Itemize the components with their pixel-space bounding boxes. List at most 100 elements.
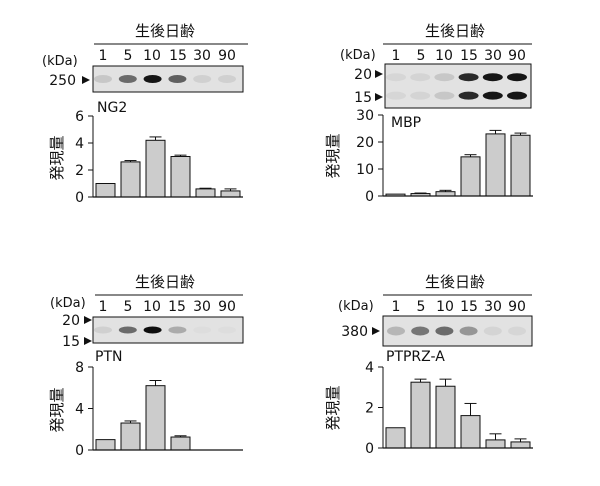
blot-band bbox=[143, 326, 162, 334]
bar bbox=[120, 161, 141, 198]
y-tick-label: 4 bbox=[75, 402, 84, 418]
bar bbox=[220, 190, 241, 198]
kda-label: (kDa) bbox=[340, 48, 376, 63]
blot-band bbox=[410, 73, 431, 82]
y-tick-label: 2 bbox=[75, 163, 84, 179]
bar bbox=[485, 133, 506, 197]
lane-label: 5 bbox=[417, 48, 426, 64]
y-tick-label: 6 bbox=[75, 109, 84, 125]
y-axis-label: 発現量 bbox=[324, 133, 342, 178]
bar bbox=[485, 439, 506, 449]
kda-label: (kDa) bbox=[42, 54, 78, 69]
y-axis-label: 発現量 bbox=[48, 387, 66, 432]
y-tick-label: 8 bbox=[75, 360, 84, 376]
lane-label: 10 bbox=[143, 48, 161, 64]
bar bbox=[435, 191, 456, 197]
y-tick-label: 20 bbox=[356, 135, 374, 151]
blot-band bbox=[508, 326, 526, 336]
bar bbox=[510, 441, 531, 449]
blot-membrane bbox=[382, 315, 533, 347]
blot-band bbox=[483, 326, 502, 336]
lane-label: 1 bbox=[99, 48, 108, 64]
y-tick-label: 2 bbox=[365, 401, 374, 417]
mw-marker-arrow bbox=[84, 337, 92, 345]
blot-band bbox=[193, 75, 212, 83]
kda-label: (kDa) bbox=[338, 299, 374, 314]
panel-ptn: 生後日齢 (kDa) 1 5 10 15 30 90 20 15 PTN 発現量… bbox=[48, 273, 244, 459]
y-tick-label: 4 bbox=[75, 136, 84, 152]
mw-marker-arrow bbox=[82, 76, 90, 84]
lane-label: 30 bbox=[193, 299, 211, 315]
bar-chart: 0 10 20 30 bbox=[356, 108, 533, 205]
blot-band bbox=[94, 75, 112, 83]
blot-membrane bbox=[384, 63, 532, 109]
y-tick-label: 0 bbox=[365, 441, 374, 457]
lane-label: 90 bbox=[508, 299, 526, 315]
blot-band bbox=[410, 91, 431, 100]
blot-band bbox=[458, 73, 479, 82]
blot-band bbox=[386, 73, 406, 82]
blot-band bbox=[118, 326, 137, 334]
blot-band bbox=[168, 326, 187, 334]
age-header: 生後日齢 bbox=[135, 273, 195, 291]
panel-ng2: 生後日齢 (kDa) 1 5 10 15 30 90 250 NG2 発現量 0… bbox=[42, 22, 248, 206]
blot-band bbox=[482, 91, 503, 100]
protein-name: MBP bbox=[391, 115, 421, 131]
bar bbox=[195, 188, 216, 198]
lane-label: 10 bbox=[436, 299, 454, 315]
bar bbox=[460, 156, 481, 197]
blot-band bbox=[387, 326, 405, 336]
protein-name: PTN bbox=[95, 349, 122, 365]
blot-band bbox=[482, 73, 503, 82]
blot-band bbox=[434, 91, 455, 100]
lane-label: 1 bbox=[392, 299, 401, 315]
kda-label: (kDa) bbox=[50, 296, 86, 311]
mw-marker-arrow bbox=[84, 316, 92, 324]
y-tick-label: 0 bbox=[365, 189, 374, 205]
lane-label: 15 bbox=[168, 299, 186, 315]
western-blot bbox=[92, 316, 244, 344]
bar bbox=[145, 385, 166, 451]
bar-chart: 0 2 4 bbox=[365, 360, 533, 457]
bar bbox=[170, 436, 191, 451]
mw-marker-label: 15 bbox=[354, 90, 372, 106]
y-tick-label: 4 bbox=[365, 360, 374, 376]
bar bbox=[95, 439, 116, 451]
lane-label: 15 bbox=[460, 48, 478, 64]
lane-label: 1 bbox=[99, 299, 108, 315]
blot-band bbox=[459, 326, 478, 336]
lane-label: 10 bbox=[143, 299, 161, 315]
mw-marker-label: 20 bbox=[354, 67, 372, 83]
panel-mbp: 生後日齢 (kDa) 1 5 10 15 30 90 20 15 MBP 発現量… bbox=[324, 22, 533, 205]
bar-chart: 0 2 4 6 bbox=[75, 109, 243, 206]
mw-marker-label: 250 bbox=[49, 73, 76, 89]
blot-band bbox=[458, 91, 479, 100]
blot-band bbox=[118, 75, 137, 83]
y-tick-label: 30 bbox=[356, 108, 374, 124]
lane-label: 15 bbox=[169, 48, 187, 64]
blot-band bbox=[386, 91, 406, 100]
bar bbox=[120, 422, 141, 451]
mw-marker-arrow bbox=[375, 93, 383, 101]
lane-label: 30 bbox=[484, 299, 502, 315]
blot-band bbox=[218, 326, 236, 334]
bar bbox=[435, 385, 456, 449]
lane-label: 90 bbox=[218, 48, 236, 64]
bar bbox=[510, 134, 531, 197]
blot-band bbox=[411, 326, 430, 336]
mw-marker-arrow bbox=[372, 327, 380, 335]
age-header: 生後日齢 bbox=[135, 22, 195, 40]
lane-label: 1 bbox=[392, 48, 401, 64]
bar bbox=[145, 139, 166, 198]
age-header: 生後日齢 bbox=[425, 22, 485, 40]
western-blot bbox=[382, 315, 533, 347]
lane-label: 90 bbox=[218, 299, 236, 315]
blot-band bbox=[435, 326, 454, 336]
lane-label: 5 bbox=[417, 299, 426, 315]
y-tick-label: 0 bbox=[75, 443, 84, 459]
blot-band bbox=[218, 75, 236, 83]
lane-label: 10 bbox=[435, 48, 453, 64]
bar bbox=[460, 415, 481, 449]
lane-label: 5 bbox=[124, 299, 133, 315]
